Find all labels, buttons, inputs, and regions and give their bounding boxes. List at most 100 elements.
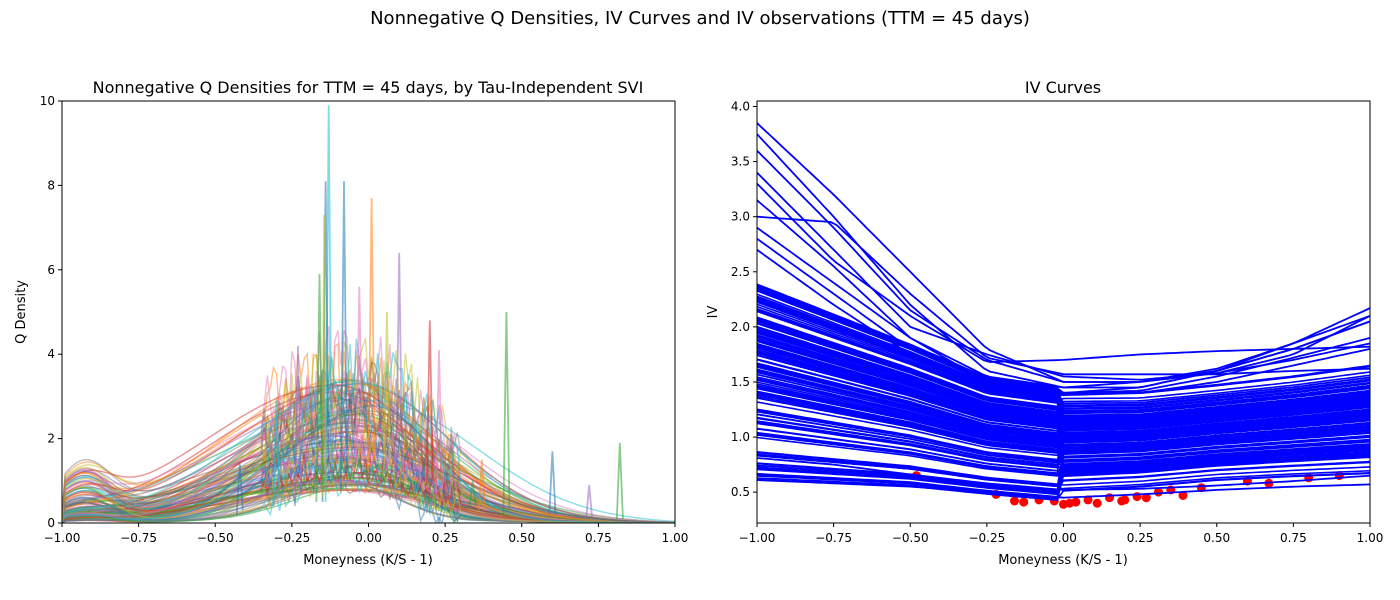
density-spike-line [435,349,443,494]
iv-curve [757,248,1370,397]
left-x-tick-label: 0.50 [508,531,535,545]
iv-curve [757,226,1370,389]
left-x-tick-label: −0.50 [197,531,234,545]
iv-observation-point [1059,499,1068,509]
iv-curve [757,326,1370,414]
density-spike-line [324,105,333,502]
iv-curve [757,457,1370,491]
right-x-axis: −1.00 −0.75 −0.50 −0.25 0.00 0.25 0.50 0.75 1.00 [739,523,1383,545]
iv-curve [757,387,1370,449]
density-spike-line [468,480,477,507]
left-plot-area [62,105,675,523]
density-spike-line [615,442,624,519]
left-y-axis-label: Q Density [14,280,29,344]
right-plot-area [757,122,1370,509]
left-x-tick-label: −0.75 [120,531,157,545]
left-y-tick-label: 10 [40,94,55,108]
left-x-axis-label: Moneyness (K/S - 1) [303,553,433,568]
density-spike-line [585,484,594,519]
left-x-tick-label: 0.00 [355,531,382,545]
right-y-tick-label: 2.0 [731,320,750,334]
iv-curves-chart: IV Curves −1.00 −0.75 −0.50 −0.25 0.00 0.25 0.… [706,78,1383,568]
iv-curve [757,440,1370,494]
left-x-axis: −1.00 −0.75 −0.50 −0.25 0.00 0.25 0.50 0.75 1.00 [44,523,689,545]
left-chart-title: Nonnegative Q Densities for TTM = 45 day… [93,78,644,97]
right-y-tick-label: 4.0 [731,100,750,114]
right-y-axis-label: IV [706,306,721,319]
right-x-tick-label: 0.25 [1127,531,1154,545]
right-x-tick-label: −0.50 [892,531,929,545]
iv-curve [757,237,1370,394]
iv-curve [757,336,1370,435]
density-spike-line [477,459,486,511]
right-x-axis-label: Moneyness (K/S - 1) [998,553,1128,568]
iv-curve [757,354,1370,450]
q-density-chart: Nonnegative Q Densities for TTM = 45 day… [14,78,689,568]
right-y-tick-label: 3.0 [731,210,750,224]
right-x-tick-label: −0.25 [968,531,1005,545]
iv-observation-point [1083,495,1093,505]
density-spike-line [321,214,327,498]
density-spike-line [315,273,324,502]
left-x-tick-label: 0.25 [432,531,459,545]
right-y-tick-label: 0.5 [731,485,750,499]
left-x-tick-label: 1.00 [662,531,689,545]
iv-curve [757,408,1370,461]
right-y-tick-label: 1.0 [731,430,750,444]
iv-curve [757,453,1370,487]
left-y-tick-label: 2 [47,432,55,446]
iv-curve [757,363,1370,435]
left-y-tick-label: 6 [47,263,55,277]
density-spike-line [395,252,404,481]
iv-observation-point [1141,493,1151,503]
density-spike-line [272,400,281,507]
right-y-tick-label: 1.5 [731,375,750,389]
right-y-axis: 0.5 1.0 1.5 2.0 2.5 3.0 3.5 4.0 [731,100,757,499]
iv-curve [757,462,1370,492]
density-spike-line [367,198,376,473]
density-spike-line [235,463,244,515]
iv-curve [757,431,1370,474]
right-x-tick-label: 0.00 [1050,531,1077,545]
right-x-tick-label: −0.75 [815,531,852,545]
density-series-line [62,338,675,523]
iv-curve [757,289,1370,423]
density-series-line [62,370,675,523]
iv-curve [757,215,1370,376]
left-x-tick-label: −1.00 [44,531,81,545]
right-chart-title: IV Curves [1025,78,1101,97]
right-x-tick-label: −1.00 [739,531,776,545]
density-spike-line [425,320,434,486]
density-spike-line [502,311,511,515]
iv-observation-point [1105,493,1114,503]
left-x-tick-label: 0.75 [585,531,612,545]
iv-curve [757,299,1370,426]
iv-curve [757,322,1370,438]
iv-curve [757,383,1370,453]
density-spike-line [548,451,557,515]
iv-observation-point [1178,491,1188,500]
iv-curve [757,307,1370,403]
right-x-tick-label: 0.50 [1203,531,1230,545]
iv-curve [757,427,1370,482]
density-spike-line [340,181,348,490]
iv-observation-point [1092,498,1102,508]
iv-curve [757,305,1370,405]
figure-suptitle: Nonnegative Q Densities, IV Curves and I… [370,8,1030,29]
iv-curve [757,413,1370,464]
iv-curve [757,451,1370,492]
density-spike-line [294,345,302,507]
iv-curve [757,364,1370,437]
right-y-tick-label: 2.5 [731,265,750,279]
iv-observation-point [1117,496,1127,506]
iv-curve [757,445,1370,499]
iv-curve [757,182,1370,363]
iv-curve [757,416,1370,466]
left-x-tick-label: −0.25 [273,531,310,545]
iv-observation-point [1019,497,1029,507]
left-y-tick-label: 8 [47,178,55,192]
density-spike-line [355,286,364,464]
iv-curve [757,309,1370,404]
iv-observation-point [1010,496,1019,506]
